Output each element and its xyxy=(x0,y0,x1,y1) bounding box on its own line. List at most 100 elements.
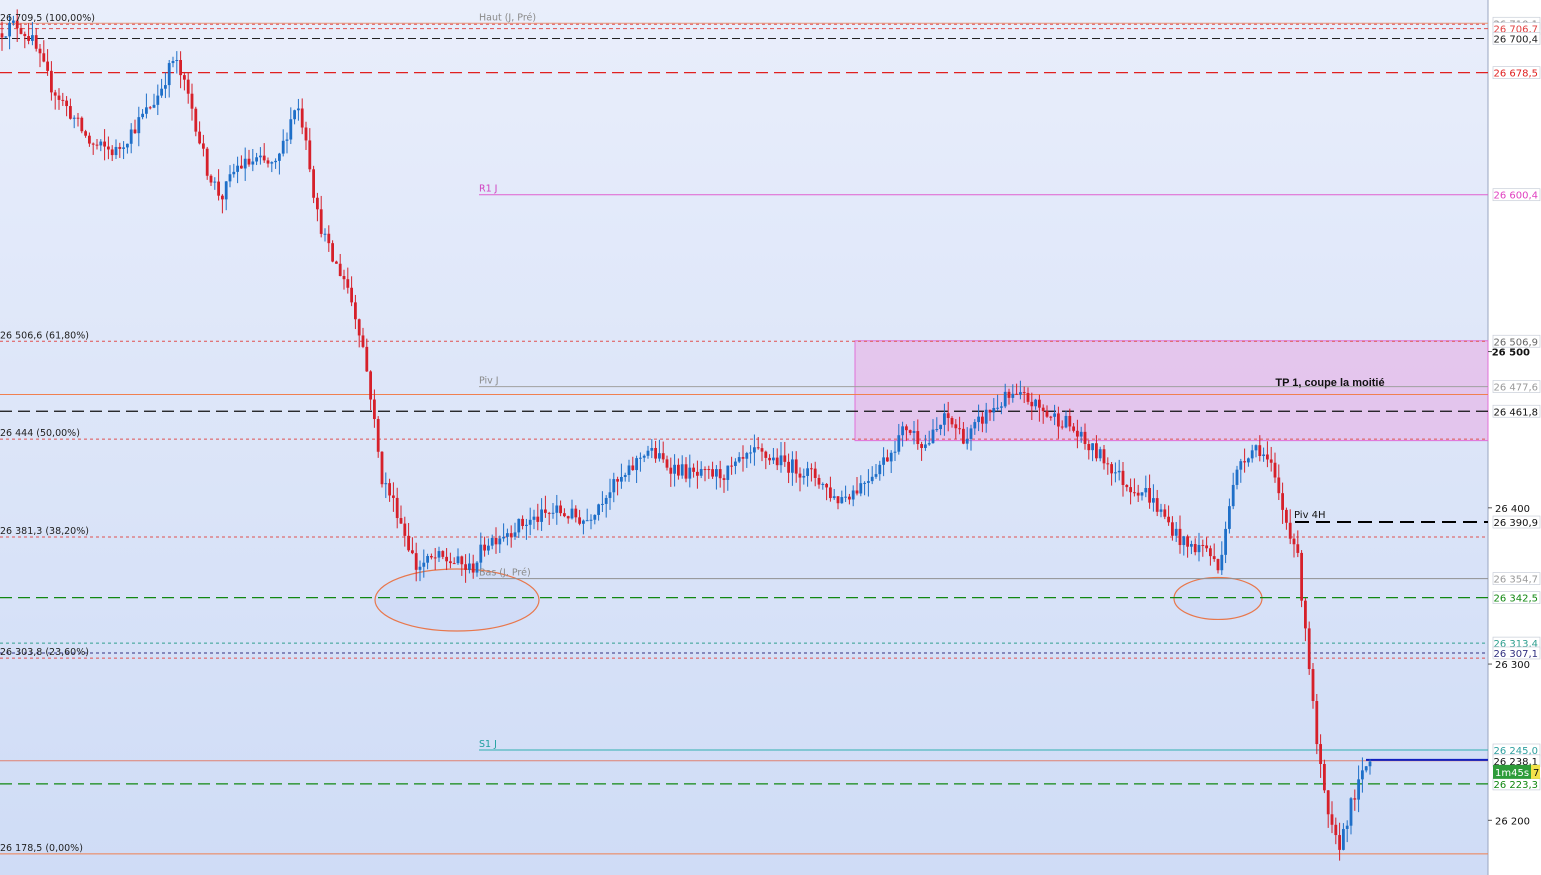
candle xyxy=(810,463,813,482)
level-label-fib618: 26 506,6 (61,80%) xyxy=(0,330,89,341)
candle-body xyxy=(399,518,403,524)
candle xyxy=(57,88,61,110)
candle-body xyxy=(342,276,346,280)
candle xyxy=(61,92,65,106)
candle xyxy=(570,499,574,520)
candle xyxy=(851,485,855,507)
candle-body xyxy=(464,564,467,570)
candle-body xyxy=(722,478,726,480)
candle-body xyxy=(1079,431,1083,437)
candle-body xyxy=(741,457,745,459)
candle xyxy=(300,98,304,135)
candle xyxy=(475,560,479,577)
candle xyxy=(707,465,711,479)
candle-body xyxy=(1334,824,1338,836)
candle xyxy=(1254,444,1258,458)
highlight-ellipse-1 xyxy=(374,568,540,632)
candle-body xyxy=(969,428,973,439)
candle-body xyxy=(468,563,471,570)
candle-body xyxy=(1212,556,1216,560)
candle-body xyxy=(110,149,114,156)
candle xyxy=(802,468,806,485)
candle-body xyxy=(445,556,448,562)
candle-body xyxy=(1262,454,1265,457)
candle-body xyxy=(1292,538,1296,545)
candle-body xyxy=(494,537,498,545)
candle xyxy=(312,165,315,204)
timer-tag-bg xyxy=(1493,764,1540,779)
candle xyxy=(289,107,293,145)
candle-body xyxy=(791,459,794,473)
candle-body xyxy=(1034,399,1037,407)
candle xyxy=(12,15,15,26)
candle xyxy=(1007,388,1011,405)
candle xyxy=(1266,441,1269,468)
candle xyxy=(346,267,350,294)
candle-body xyxy=(213,181,217,183)
price-tag-bg-fib618 xyxy=(1492,334,1541,348)
candle xyxy=(779,441,783,473)
candle xyxy=(578,509,581,526)
candle xyxy=(927,430,931,446)
candle-body xyxy=(730,465,733,467)
candle-body xyxy=(373,399,376,420)
candle-body xyxy=(38,48,42,54)
candle xyxy=(4,36,8,39)
candle-body xyxy=(224,181,228,200)
candle xyxy=(1228,498,1231,534)
candle xyxy=(1114,462,1117,483)
candle-body xyxy=(471,563,475,573)
candle-body xyxy=(612,479,616,493)
candle xyxy=(756,436,760,450)
candle-body xyxy=(946,413,950,418)
candle-body xyxy=(844,496,847,498)
candle xyxy=(521,515,524,530)
candle xyxy=(1117,459,1121,481)
candle xyxy=(209,174,213,187)
candle-body xyxy=(1140,492,1144,496)
candle-body xyxy=(1361,770,1364,780)
candle xyxy=(1250,444,1254,463)
candle-body xyxy=(536,516,540,522)
candle xyxy=(186,72,190,104)
candle-body xyxy=(506,533,509,537)
candle-body xyxy=(992,407,996,413)
candle xyxy=(441,550,445,560)
candle-body xyxy=(57,95,61,100)
candle xyxy=(806,461,809,487)
candle xyxy=(1159,503,1163,518)
candle-body xyxy=(737,457,741,462)
candle xyxy=(1045,405,1049,418)
candle-body xyxy=(829,487,832,499)
candle-body xyxy=(981,416,984,424)
candle xyxy=(886,449,889,462)
candle xyxy=(631,456,635,471)
candle xyxy=(1125,484,1129,492)
candle-body xyxy=(1304,600,1307,629)
candle-body xyxy=(764,451,768,458)
piv4h-label: Piv 4H xyxy=(1294,510,1326,521)
candle xyxy=(270,161,274,173)
candle-body xyxy=(19,28,23,34)
candle-body xyxy=(1148,487,1151,503)
candle-body xyxy=(882,457,885,465)
candle xyxy=(566,515,570,524)
candle xyxy=(1091,443,1094,462)
price-tag-bg-bas xyxy=(1492,572,1541,585)
level-label-fib100: 26 709,5 (100,00%) xyxy=(0,13,95,24)
candle-body xyxy=(304,127,308,141)
candle xyxy=(1209,545,1212,566)
candle-body xyxy=(281,140,285,154)
candle xyxy=(703,466,707,482)
candle-body xyxy=(1030,401,1034,407)
candle xyxy=(582,519,585,535)
candle xyxy=(262,143,266,163)
candle-body xyxy=(958,428,961,430)
candle xyxy=(23,31,27,49)
candle-body xyxy=(574,508,578,518)
candle-body xyxy=(905,426,908,431)
candle xyxy=(654,440,657,463)
candle xyxy=(498,535,502,553)
candle xyxy=(445,548,448,571)
candle xyxy=(380,451,384,488)
